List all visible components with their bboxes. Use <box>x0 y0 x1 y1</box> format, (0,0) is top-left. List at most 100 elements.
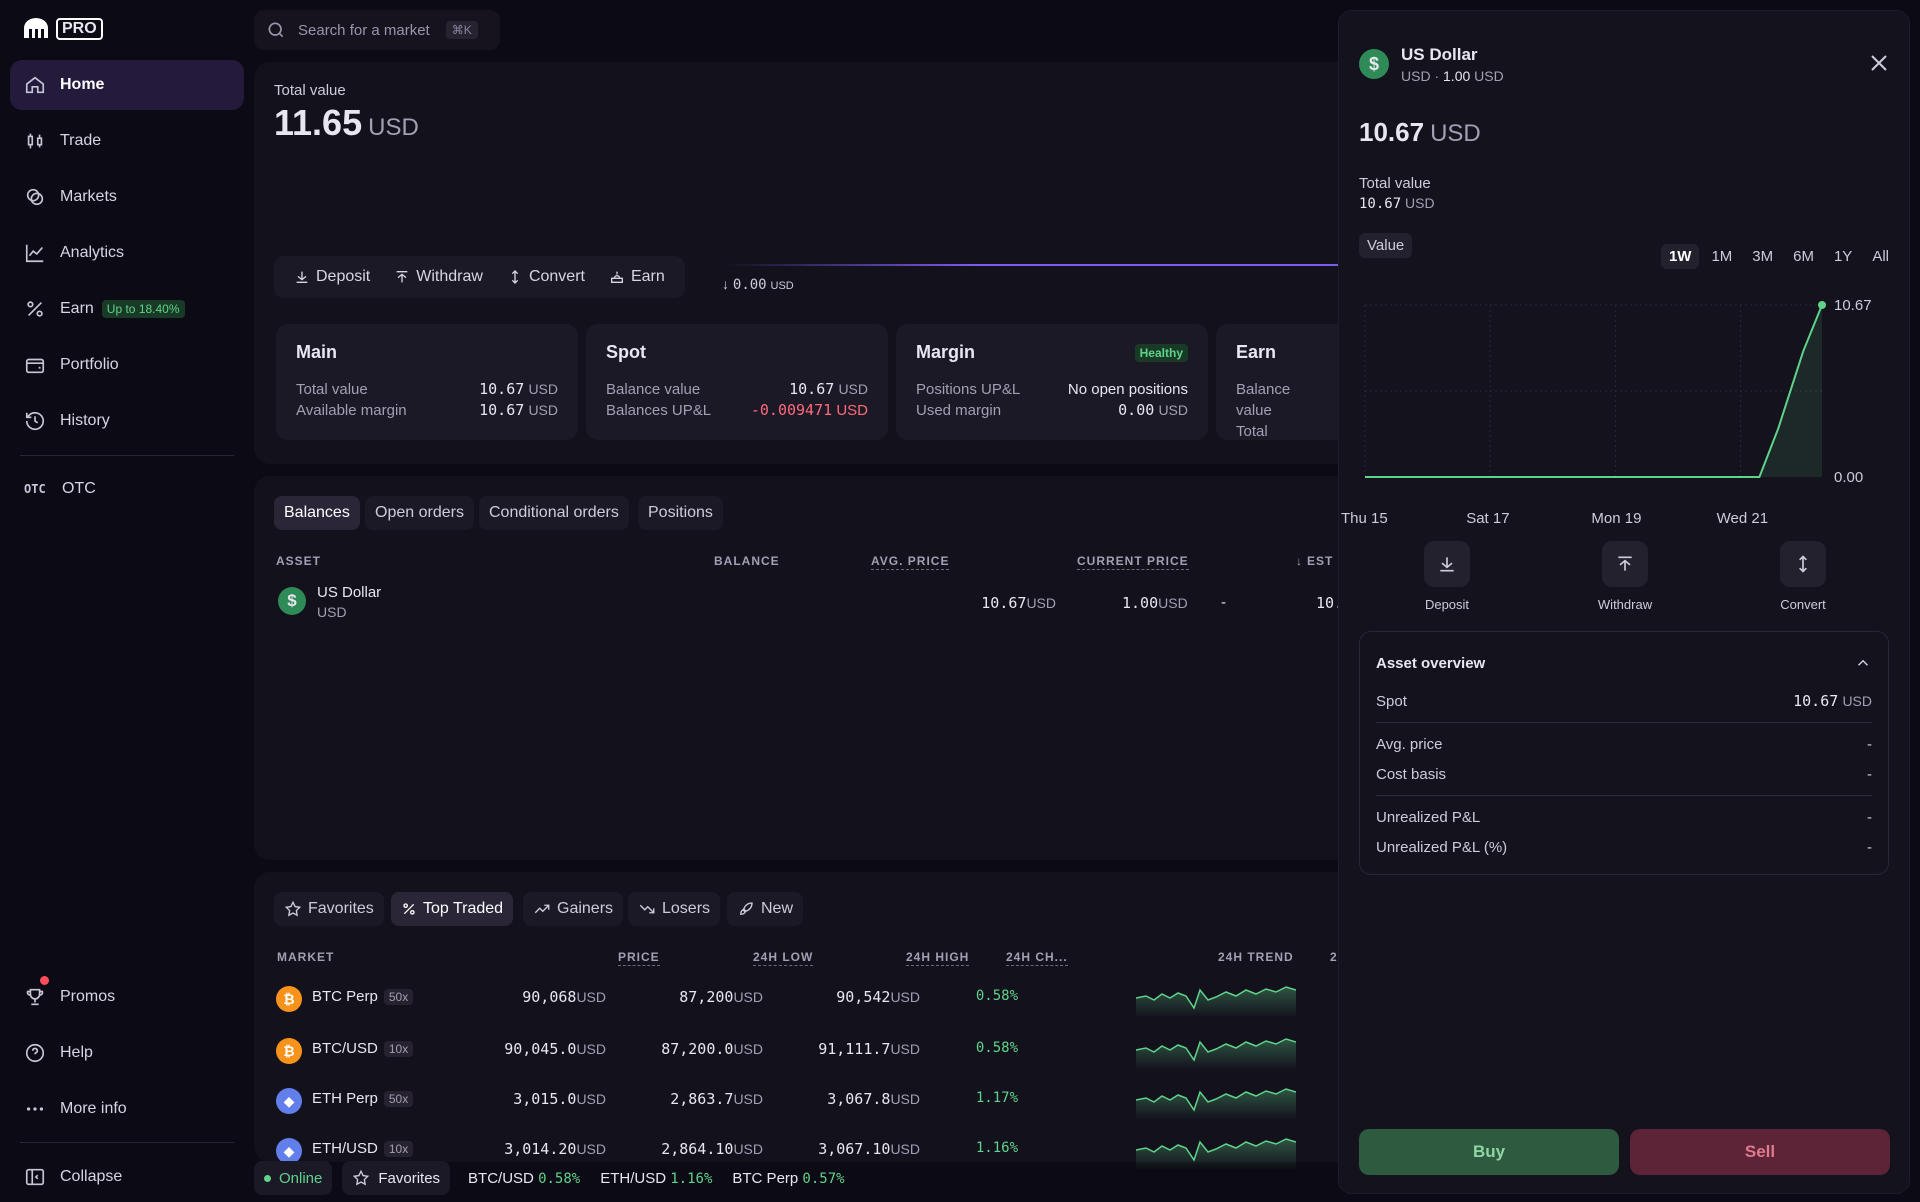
deposit-button[interactable]: Deposit <box>284 268 380 286</box>
drawer-withdraw-button[interactable]: Withdraw <box>1570 541 1680 612</box>
tab-gainers[interactable]: Gainers <box>523 892 624 926</box>
asset-detail-drawer: $ US Dollar USD · 1.00 USD 10.67 USD Tot… <box>1338 10 1910 1194</box>
sidebar-item-otc[interactable]: OTC OTC <box>10 464 244 514</box>
withdraw-button[interactable]: Withdraw <box>384 268 493 286</box>
col-24h-change[interactable]: 24H CH... <box>1006 950 1068 966</box>
col-asset[interactable]: ASSET <box>276 554 322 568</box>
sidebar-item-markets[interactable]: Markets <box>10 172 244 222</box>
sidebar-item-help[interactable]: Help <box>10 1028 244 1078</box>
asset-value-chart[interactable]: 10.67 0.00 Thu 15 Sat 17 Mon 19 Wed 21 <box>1339 281 1911 531</box>
divider <box>1376 795 1872 796</box>
tab-new[interactable]: New <box>727 892 804 926</box>
drawer-asset-name: US Dollar <box>1401 45 1478 64</box>
close-icon[interactable] <box>1867 51 1891 75</box>
account-card-row: Total value 10.67 USD <box>296 380 558 398</box>
timeframe-1y[interactable]: 1Y <box>1833 247 1853 265</box>
download-icon <box>296 271 308 283</box>
col-price[interactable]: PRICE <box>618 950 660 966</box>
sidebar-item-history[interactable]: History <box>10 396 244 446</box>
drawer-convert-button[interactable]: Convert <box>1748 541 1858 612</box>
convert-label: Convert <box>528 268 585 285</box>
quick-actions-bar: Deposit Withdraw Convert Earn <box>274 256 685 298</box>
drawer-total-value: 10.67 USD <box>1359 195 1435 212</box>
ticker-eth-usd[interactable]: ETH/USD 1.16% <box>600 1169 713 1187</box>
total-value: 11.65 USD <box>274 102 419 144</box>
market-price: 90,068USD <box>522 988 606 1006</box>
trend-up-icon <box>534 904 550 914</box>
asset-overview-header[interactable]: Asset overview <box>1376 648 1872 678</box>
col-avg-price[interactable]: AVG. PRICE <box>871 554 950 570</box>
market-name: ETH Perp 50x <box>312 1090 414 1107</box>
account-card-main[interactable]: Main Total value 10.67 USD Available marg… <box>276 324 578 440</box>
timeframe-6m[interactable]: 6M <box>1793 247 1814 265</box>
convert-button[interactable]: Convert <box>497 268 595 286</box>
col-market[interactable]: MARKET <box>277 950 335 964</box>
earn-button[interactable]: Earn <box>599 268 675 286</box>
tab-conditional-orders[interactable]: Conditional orders <box>479 496 629 530</box>
market-24h-high: 90,542USD <box>836 988 920 1006</box>
timeframe-1m[interactable]: 1M <box>1711 247 1733 265</box>
favorites-toggle[interactable]: Favorites <box>342 1161 451 1195</box>
col-24h-trend[interactable]: 24H TREND <box>1218 950 1294 964</box>
earn-apy-badge: Up to 18.40% <box>101 300 185 318</box>
leverage-badge: 50x <box>383 988 414 1005</box>
sidebar-item-earn[interactable]: Earn Up to 18.40% <box>10 284 244 334</box>
sidebar-item-more-info[interactable]: More info <box>10 1084 244 1134</box>
home-icon <box>25 76 45 94</box>
overview-upnl-pct-row: Unrealized P&L (%) - <box>1376 838 1872 856</box>
chart-x-tick-label: Mon 19 <box>1591 510 1641 527</box>
col-current-price[interactable]: CURRENT PRICE <box>1077 554 1189 570</box>
margin-health-badge: Healthy <box>1134 343 1188 362</box>
market-row[interactable]: ₿ BTC/USD 10x 90,045.0USD 87,200.0USD 91,111.… <box>276 1030 1336 1070</box>
tab-losers[interactable]: Losers <box>628 892 721 926</box>
asset-avg-price: - <box>1221 594 1226 611</box>
account-card-margin[interactable]: Margin Healthy Positions UP&L No open posi… <box>896 324 1208 440</box>
tab-positions[interactable]: Positions <box>638 496 723 530</box>
drawer-deposit-button[interactable]: Deposit <box>1392 541 1502 612</box>
timeframe-all[interactable]: All <box>1872 247 1889 265</box>
value-chip[interactable]: Value <box>1359 233 1413 258</box>
connection-status[interactable]: Online <box>254 1161 333 1195</box>
overview-avg-price-row: Avg. price - <box>1376 735 1872 753</box>
tab-open-orders[interactable]: Open orders <box>365 496 474 530</box>
tab-favorites[interactable]: Favorites <box>274 892 384 926</box>
tab-top-traded[interactable]: Top Traded <box>391 892 514 926</box>
search-icon <box>268 22 284 38</box>
sidebar-collapse-button[interactable]: Collapse <box>10 1152 244 1202</box>
trend-sparkline <box>1136 1138 1296 1170</box>
account-card-earn[interactable]: Earn Balance value Total rewards <box>1216 324 1338 440</box>
sell-button[interactable]: Sell <box>1630 1129 1890 1175</box>
col-balance[interactable]: BALANCE <box>714 554 780 568</box>
account-card-spot[interactable]: Spot Balance value 10.67 USD Balances UP&… <box>586 324 888 440</box>
timeframe-1w[interactable]: 1W <box>1660 243 1700 269</box>
overview-upnl-row: Unrealized P&L - <box>1376 808 1872 826</box>
ticker-btc-usd[interactable]: BTC/USD 0.58% <box>468 1169 581 1187</box>
market-row[interactable]: ◆ ETH Perp 50x 3,015.0USD 2,863.7USD 3,067.8U… <box>276 1080 1336 1120</box>
col-24h-high[interactable]: 24H HIGH <box>906 950 970 966</box>
col-est-value[interactable]: ↓ EST <box>1296 554 1334 568</box>
collapse-icon <box>25 1168 45 1186</box>
sidebar-item-home[interactable]: Home <box>10 60 244 110</box>
ticker-btc-perp[interactable]: BTC Perp 0.57% <box>732 1169 845 1187</box>
account-card-row: Positions UP&L No open positions <box>916 381 1188 398</box>
app-logo[interactable]: PRO <box>22 18 103 40</box>
market-row[interactable]: ₿ BTC Perp 50x 90,068USD 87,200USD 90,542USD 0… <box>276 978 1336 1018</box>
market-search[interactable]: Search for a market ⌘K <box>254 10 500 50</box>
chart-x-tick-label: Sat 17 <box>1466 510 1509 527</box>
sidebar-item-trade[interactable]: Trade <box>10 116 244 166</box>
drawer-total-label: Total value <box>1359 175 1431 192</box>
col-extra[interactable]: 2 <box>1330 950 1338 964</box>
sidebar-item-analytics[interactable]: Analytics <box>10 228 244 278</box>
buy-button[interactable]: Buy <box>1359 1129 1619 1175</box>
chart-y-tick-label: 0.00 <box>1834 469 1863 486</box>
balance-row[interactable]: $ US Dollar USD 10.67USD - 1.00USD 10. <box>276 584 1343 626</box>
asset-ticker: USD <box>317 604 347 620</box>
sidebar-item-portfolio[interactable]: Portfolio <box>10 340 244 390</box>
btc-coin-icon: ₿ <box>276 986 302 1012</box>
drawer-asset-sub: USD · 1.00 USD <box>1401 68 1504 84</box>
sidebar-item-promos[interactable]: Promos <box>10 972 244 1022</box>
tab-balances[interactable]: Balances <box>274 496 360 530</box>
timeframe-3m[interactable]: 3M <box>1752 247 1774 265</box>
market-row[interactable]: ◆ ETH/USD 10x 3,014.20USD 2,864.10USD 3,067.1… <box>276 1130 1336 1170</box>
col-24h-low[interactable]: 24H LOW <box>753 950 814 966</box>
